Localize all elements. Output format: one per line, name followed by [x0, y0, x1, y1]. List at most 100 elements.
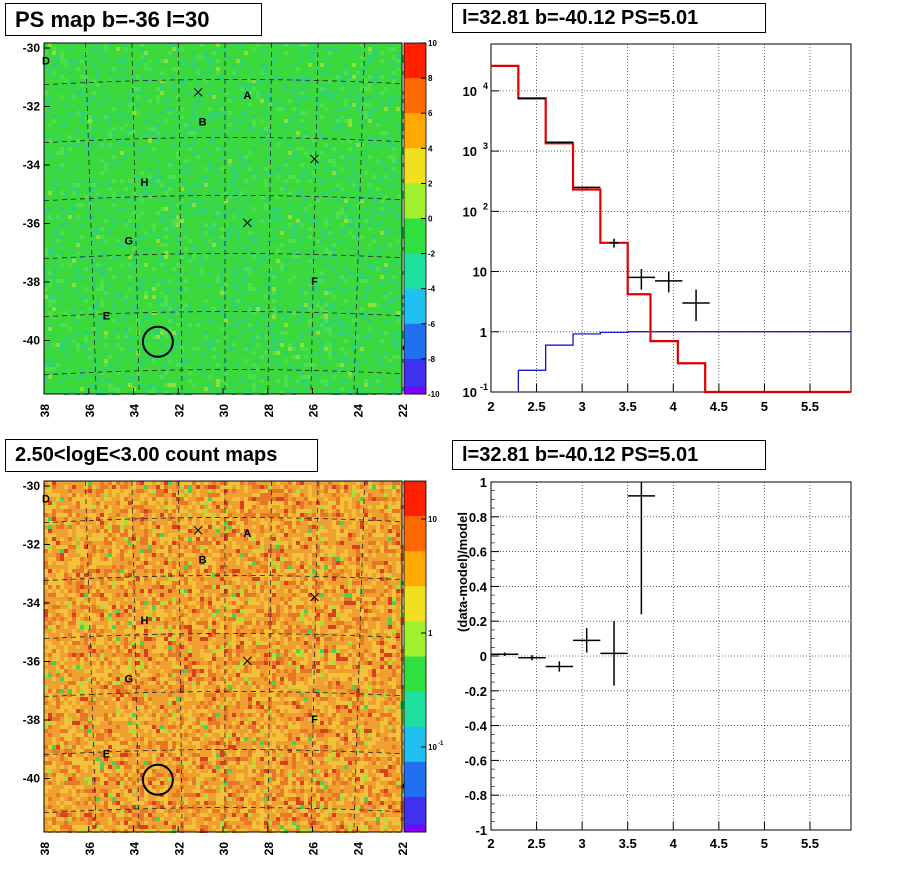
ps-colorbar-tick-label: -2	[428, 250, 436, 259]
count-map-y-tick-label: -32	[23, 538, 41, 552]
residual-y-tick-label: 0.4	[469, 579, 488, 594]
count-map-source-label: F	[311, 714, 318, 726]
ps-map-x-tick-label: 28	[262, 404, 276, 418]
spectrum-data-point	[545, 141, 574, 144]
count-map-y-tick-label: -36	[23, 655, 41, 669]
count-map-title-text: 2.50<logE<3.00 count maps	[15, 444, 278, 466]
residual-x-tick-label: 3.5	[619, 836, 637, 851]
spectrum-x-tick-label: 4.5	[710, 399, 728, 414]
spectrum-title: l=32.81 b=-40.12 PS=5.01	[452, 3, 766, 33]
spectrum-x-tick-label: 2	[487, 399, 494, 414]
residual-data-point	[627, 482, 656, 615]
spectrum-x-tick-label: 3	[579, 399, 586, 414]
ps-colorbar-tick-label: -4	[428, 285, 436, 294]
ps-map-y-tick-label: -38	[23, 275, 41, 289]
ps-map-source-label: E	[103, 311, 110, 323]
spectrum-y-tick-label: 10	[463, 204, 477, 219]
ps-map-x-tick-label: 24	[351, 404, 365, 418]
count-map-x-tick-label: 32	[172, 842, 186, 856]
spectrum-data-point	[627, 269, 656, 290]
count-map-y-tick-label: -38	[23, 713, 41, 727]
residual-y-tick-label: -1	[475, 823, 487, 838]
spectrum-y-tick-label: 10	[463, 144, 477, 159]
ps-map-cross-marker	[243, 218, 252, 228]
ps-colorbar-tick-label: -6	[428, 320, 436, 329]
ps-map-x-tick-label: 22	[396, 404, 410, 418]
count-map-x-tick-label: 28	[262, 842, 276, 856]
ps-colorbar-tick-label: 6	[428, 109, 433, 118]
spectrum-data-point	[609, 238, 619, 248]
ps-map-y-tick-label: -32	[23, 100, 41, 114]
residual-x-tick-label: 5.5	[801, 836, 819, 851]
spectrum-data-point	[682, 289, 710, 322]
spectrum-x-tick-label: 2.5	[528, 399, 546, 414]
count-map-y-tick-label: -40	[23, 772, 41, 786]
count-map-x-tick-label: 26	[307, 842, 321, 856]
count-map-x-tick-label: 36	[83, 842, 97, 856]
ps-colorbar-tick-label: 8	[428, 74, 433, 83]
ps-map-coordinate-grid	[43, 42, 403, 395]
spectrum-total-model-line	[491, 64, 851, 394]
count-colorbar-tick-label: 10	[428, 515, 437, 524]
residual-title: l=32.81 b=-40.12 PS=5.01	[452, 440, 766, 470]
ps-map-x-tick-label: 34	[128, 404, 142, 418]
ps-colorbar-tick-label: -10	[428, 390, 440, 399]
count-map-source-label: B	[199, 554, 207, 566]
count-map-target-circle	[141, 763, 174, 796]
residual-x-tick-label: 2.5	[528, 836, 546, 851]
count-map-x-tick-label: 24	[351, 842, 365, 856]
spectrum-y-tick-label: 1	[480, 325, 487, 340]
count-map-x-tick-label: 22	[396, 842, 410, 856]
residual-data-point	[491, 652, 519, 656]
ps-map-pixels	[44, 43, 404, 395]
count-map-source-label: E	[103, 749, 110, 761]
spectrum-y-tick-exponent: 4	[483, 81, 488, 91]
ps-map-source-label: A	[243, 90, 251, 102]
ps-map-source-label: F	[311, 276, 318, 288]
residual-title-text: l=32.81 b=-40.12 PS=5.01	[462, 443, 699, 466]
residual-data-point	[573, 628, 601, 653]
ps-map-x-tick-label: 30	[217, 404, 231, 418]
count-map-source-label: D	[42, 493, 50, 505]
count-colorbar-tick-label: 1	[428, 629, 433, 638]
residual-y-axis-label: (data-model)/model	[455, 512, 470, 632]
residual-y-tick-label: -0.4	[465, 719, 488, 734]
count-map-pixels	[44, 481, 404, 833]
spectrum-x-tick-label: 3.5	[619, 399, 637, 414]
residual-y-tick-label: -0.2	[465, 684, 487, 699]
ps-map-title-text: PS map b=-36 l=30	[15, 6, 210, 32]
ps-colorbar-tick-label: 4	[428, 144, 433, 153]
ps-map-cross-marker	[193, 87, 203, 97]
ps-colorbar-tick-label: -8	[428, 355, 436, 364]
spectrum-data-point	[655, 271, 683, 293]
ps-map-x-tick-label: 38	[38, 404, 52, 418]
ps-map-cross-marker	[310, 154, 319, 164]
count-map-colorbar	[403, 480, 427, 833]
ps-map-y-tick-label: -30	[23, 41, 41, 55]
count-map-source-label: A	[243, 528, 251, 540]
spectrum-x-tick-label: 4	[670, 399, 678, 414]
count-map-x-tick-label: 30	[217, 842, 231, 856]
count-map-title: 2.50<logE<3.00 count maps	[5, 439, 318, 472]
spectrum-data-point	[518, 97, 546, 100]
spectrum-x-tick-label: 5.5	[801, 399, 819, 414]
spectrum-y-tick-label: 10	[463, 84, 477, 99]
residual-y-tick-label: 1	[480, 475, 487, 490]
residual-x-tick-label: 3	[579, 836, 586, 851]
spectrum-data-point	[573, 186, 601, 189]
ps-map-title: PS map b=-36 l=30	[5, 3, 262, 36]
ps-colorbar-tick-label: 2	[428, 179, 433, 188]
residual-data-point	[518, 655, 546, 661]
spectrum-source-model-line	[517, 331, 851, 392]
residual-x-tick-label: 5	[761, 836, 768, 851]
count-map-cross-marker	[310, 592, 319, 602]
ps-map-source-label: D	[42, 55, 50, 67]
ps-colorbar-tick-label: 0	[428, 215, 433, 224]
spectrum-y-tick-label: 10	[463, 385, 477, 400]
residual-data-point	[600, 621, 628, 686]
spectrum-y-tick-exponent: 2	[483, 201, 488, 211]
count-map-cross-marker	[193, 525, 203, 535]
residual-x-tick-label: 4	[670, 836, 678, 851]
residual-y-tick-label: -0.8	[465, 788, 487, 803]
